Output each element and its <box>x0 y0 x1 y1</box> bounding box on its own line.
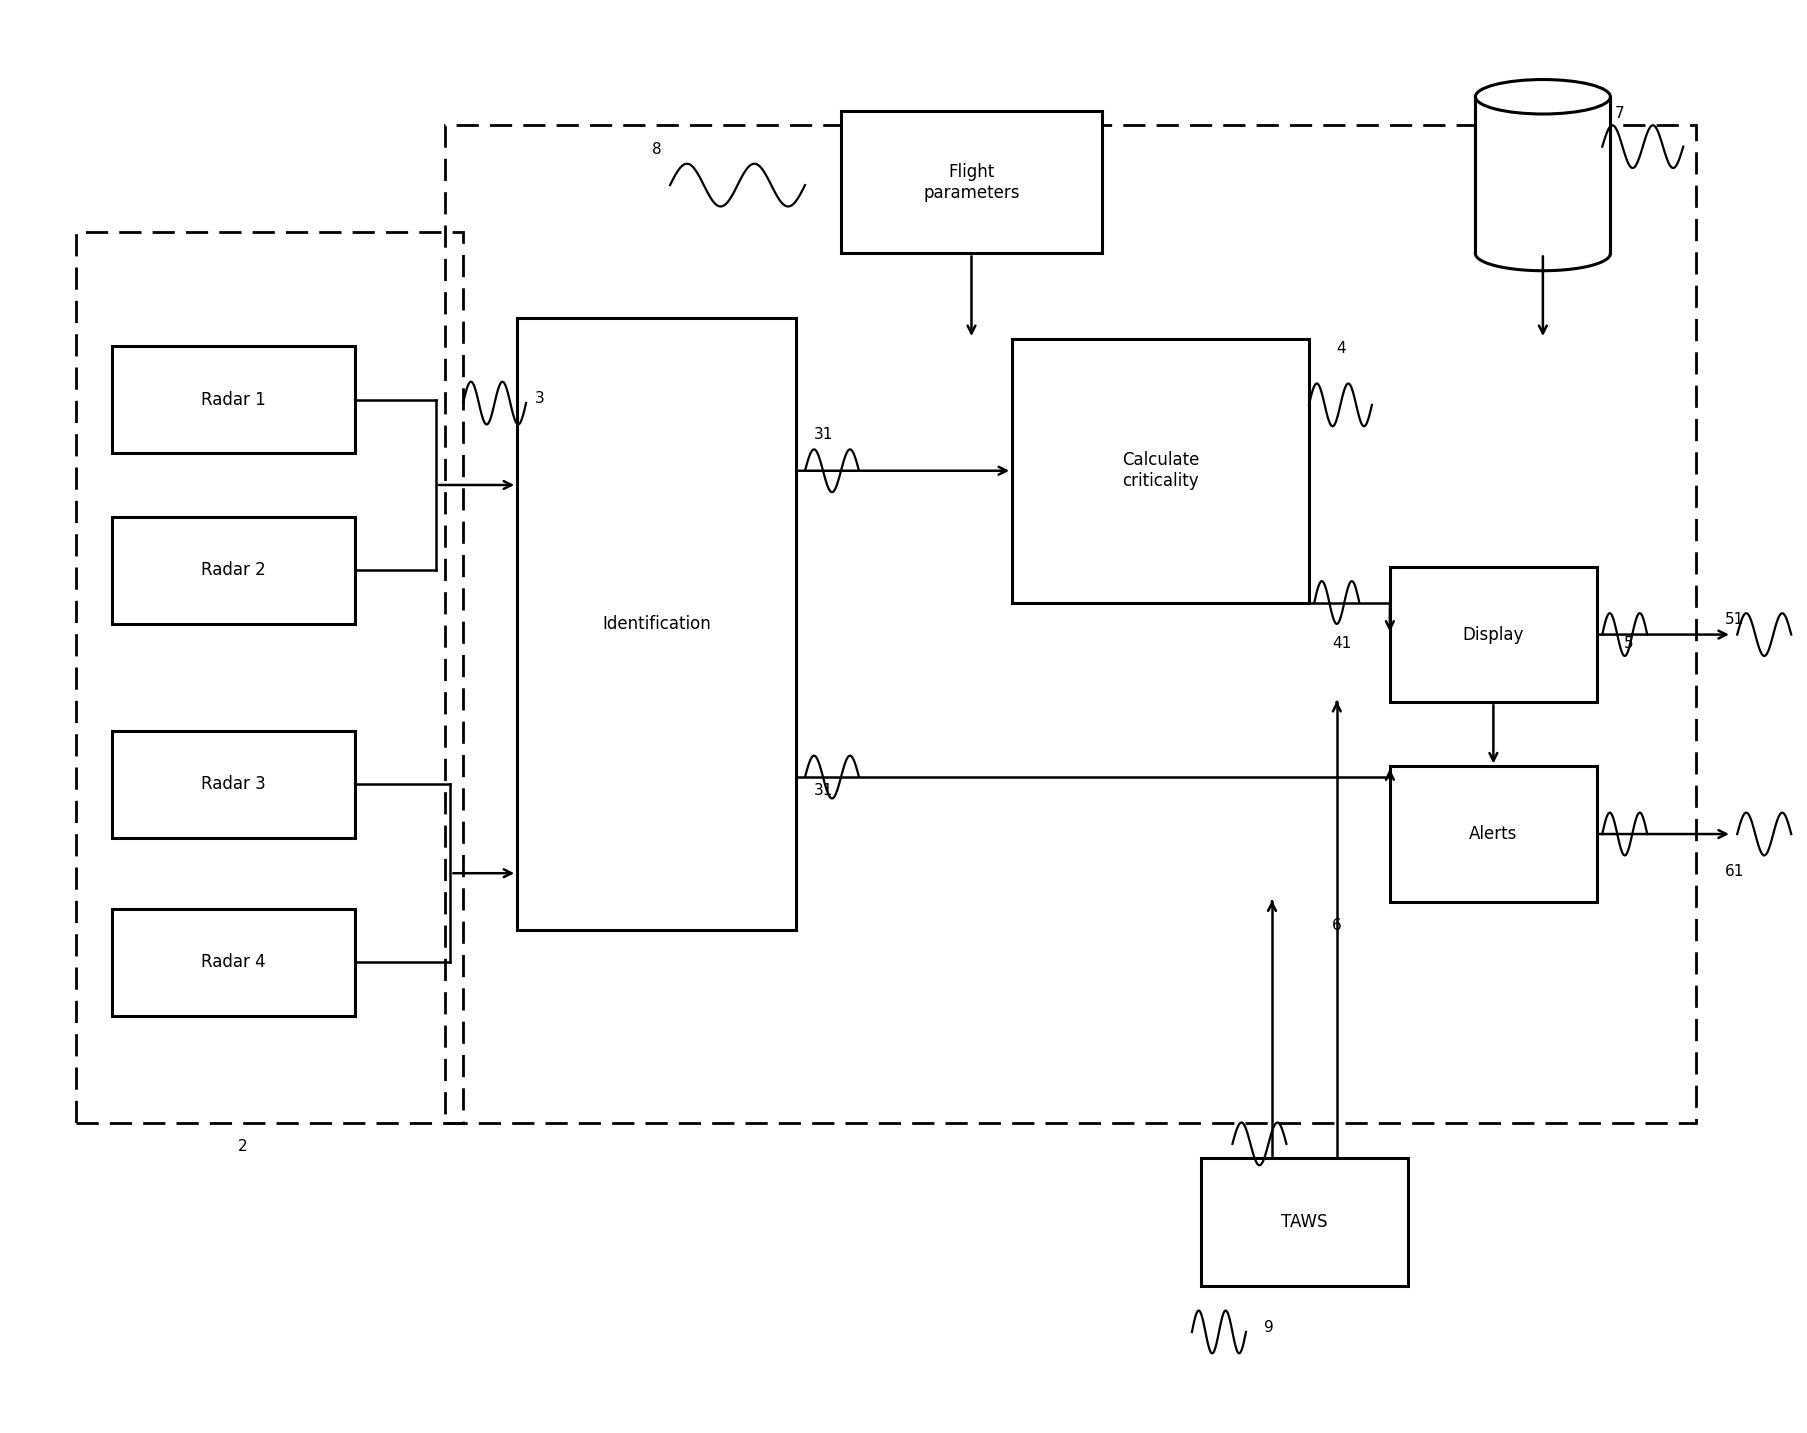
Bar <box>517 318 795 930</box>
Bar <box>112 909 354 1016</box>
Text: 61: 61 <box>1724 864 1744 878</box>
Text: 7: 7 <box>1614 106 1624 122</box>
Bar <box>1012 340 1308 602</box>
Text: Radar 3: Radar 3 <box>201 775 266 794</box>
Ellipse shape <box>1475 80 1610 115</box>
Text: Identification: Identification <box>602 615 710 633</box>
Text: 3: 3 <box>535 391 544 406</box>
Text: 9: 9 <box>1263 1320 1272 1336</box>
Text: 31: 31 <box>813 782 833 798</box>
Text: Radar 1: Radar 1 <box>201 391 266 408</box>
Text: TAWS: TAWS <box>1281 1214 1326 1231</box>
Bar <box>112 517 354 623</box>
Bar <box>1390 567 1596 702</box>
Text: Flight
parameters: Flight parameters <box>923 163 1019 202</box>
Bar <box>445 125 1695 1122</box>
Text: 6: 6 <box>1332 919 1341 933</box>
Text: 41: 41 <box>1332 636 1352 651</box>
Bar <box>1200 1158 1408 1287</box>
Text: 51: 51 <box>1724 612 1744 626</box>
Text: 5: 5 <box>1623 636 1632 651</box>
Bar <box>76 232 463 1122</box>
Bar <box>112 347 354 453</box>
Bar <box>1390 767 1596 901</box>
Text: Radar 2: Radar 2 <box>201 562 266 579</box>
Bar <box>1475 97 1610 254</box>
Text: 31: 31 <box>813 427 833 441</box>
Text: Radar 4: Radar 4 <box>201 953 266 972</box>
Bar <box>840 110 1100 254</box>
Text: 4: 4 <box>1335 341 1344 357</box>
Text: Display: Display <box>1462 626 1523 643</box>
Text: Calculate
criticality: Calculate criticality <box>1120 451 1198 490</box>
Bar <box>112 731 354 838</box>
Text: 8: 8 <box>652 142 661 156</box>
Text: Alerts: Alerts <box>1469 825 1516 843</box>
Text: 2: 2 <box>239 1139 248 1154</box>
